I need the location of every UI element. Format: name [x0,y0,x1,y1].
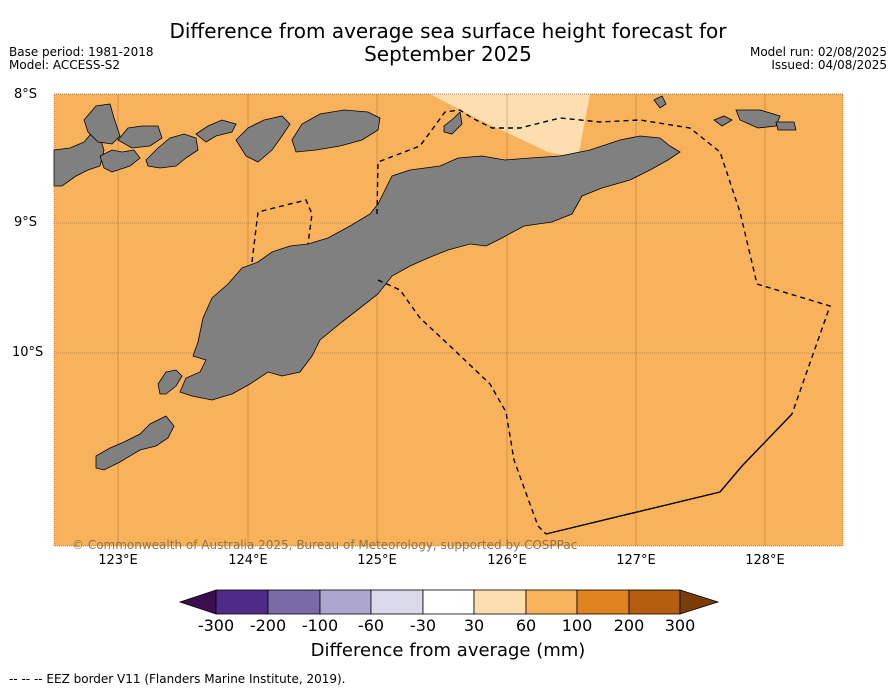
colorbar-segment-1 [215,589,269,615]
colorbar-max-extend [679,589,720,615]
anomaly-30-60-area [430,94,590,158]
map-frame [53,93,844,547]
pantar-island [145,133,199,169]
colorbar-segment-5 [422,589,475,615]
alor-east-island [235,115,291,163]
colorbar-tick-label: 200 [613,616,645,635]
copyright-text: © Commonwealth of Australia 2025, Bureau… [72,538,578,552]
rote-island [95,415,175,471]
colorbar-segment-7 [525,589,578,615]
solor-island [83,103,121,145]
model-text: Model: ACCESS-S2 [9,58,121,72]
lon-label-127e: 127°E [616,553,656,568]
eez-borders [251,109,831,535]
model-run-text: Model run: 02/08/2025 [749,45,887,59]
land-masses [53,95,797,471]
small-islet-5 [775,121,797,131]
eez-footnote: -- -- -- EEZ border V11 (Flanders Marine… [9,672,346,686]
colorbar-segment-9 [628,589,681,615]
issued-text: Issued: 04/08/2025 [771,58,887,72]
colorbar-tick-label: -60 [357,616,385,635]
small-islet-2 [653,95,667,109]
wetar-island [291,109,381,153]
meta-right: Model run: 02/08/2025 Issued: 04/08/2025 [750,46,887,72]
title-line-2: September 2025 [364,42,532,66]
title-line-1: Difference from average sea surface heig… [169,19,727,43]
semau-island [157,369,183,395]
colorbar-tick-label: -200 [249,616,287,635]
meta-left: Base period: 1981-2018 Model: ACCESS-S2 [9,46,154,72]
colorbar-tick-label: -300 [197,616,235,635]
chart-title: Difference from average sea surface heig… [0,20,896,66]
colorbar-segment-3 [319,589,372,615]
adonara-island [99,149,141,173]
base-period-text: Base period: 1981-2018 [9,45,154,59]
colorbar-segment-8 [576,589,630,615]
colorbar-tick-label: -100 [301,616,339,635]
colorbar-segment-4 [370,589,424,615]
colorbar [178,589,720,615]
lon-label-123e: 123°E [98,553,138,568]
lon-label-128e: 128°E [745,553,785,568]
colorbar-segment-2 [267,589,321,615]
timor-island [179,135,681,401]
colorbar-tick-label: 100 [561,616,593,635]
eez-border-solid-segment [545,413,793,535]
lat-label-10s: 10°S [12,345,44,360]
lon-label-124e: 124°E [228,553,268,568]
colorbar-tick-label: -30 [409,616,437,635]
alor-island [195,119,237,143]
small-islet-3 [713,115,733,127]
lat-label-8s: 8°S [14,87,38,102]
colorbar-tick-label: 30 [463,616,485,635]
colorbar-title: Difference from average (mm) [310,640,586,661]
lembata-island [117,125,163,149]
lat-label-9s: 9°S [14,215,38,230]
colorbar-segment-6 [473,589,527,615]
colorbar-tick-label: 60 [515,616,537,635]
lon-label-126e: 126°E [487,553,527,568]
colorbar-min-extend [178,589,217,615]
small-islet-4 [735,109,781,129]
lon-label-125e: 125°E [357,553,397,568]
colorbar-tick-label: 300 [664,616,696,635]
small-islet-1 [443,111,463,135]
